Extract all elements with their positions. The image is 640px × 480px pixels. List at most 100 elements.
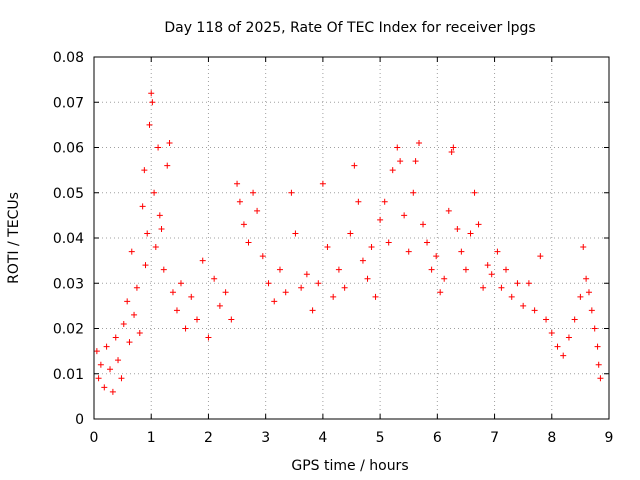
data-point	[298, 284, 305, 291]
y-tick-label: 0.05	[53, 186, 84, 202]
data-point	[445, 207, 452, 214]
x-tick-label: 2	[204, 430, 213, 446]
data-point	[462, 266, 469, 273]
y-tick-label: 0	[75, 412, 84, 428]
data-point	[394, 144, 401, 151]
x-tick-label: 1	[147, 430, 156, 446]
x-axis-label: GPS time / hours	[291, 458, 408, 474]
data-point	[571, 316, 578, 323]
y-tick-label: 0.03	[53, 276, 84, 292]
data-point	[484, 262, 491, 269]
data-point	[250, 189, 257, 196]
grid	[94, 57, 609, 419]
data-point	[144, 230, 151, 237]
data-point	[520, 302, 527, 309]
data-point	[410, 189, 417, 196]
data-point	[93, 348, 100, 355]
data-point	[194, 316, 200, 323]
data-point	[475, 221, 482, 228]
data-point	[405, 248, 412, 255]
data-point	[591, 325, 598, 332]
data-point	[115, 357, 122, 364]
data-point	[112, 334, 119, 341]
x-tick-label: 3	[261, 430, 270, 446]
data-point	[372, 293, 379, 300]
data-point	[330, 293, 337, 300]
data-point	[389, 167, 396, 174]
data-point	[368, 244, 375, 251]
data-point	[560, 352, 567, 359]
data-point	[228, 316, 235, 323]
data-point	[319, 180, 326, 187]
data-point	[131, 311, 138, 318]
data-point	[420, 221, 427, 228]
data-point	[139, 203, 146, 210]
data-point	[103, 343, 110, 350]
data-point	[158, 225, 165, 232]
data-point	[222, 289, 229, 296]
data-point	[254, 207, 261, 214]
y-tick-label: 0.08	[53, 50, 84, 66]
data-point	[355, 198, 362, 205]
data-point	[152, 244, 159, 251]
data-point	[335, 266, 342, 273]
data-point	[588, 307, 595, 314]
x-tick-label: 7	[490, 430, 499, 446]
data-point	[467, 230, 474, 237]
x-tick-label: 4	[318, 430, 327, 446]
data-point	[525, 280, 532, 287]
data-point	[364, 275, 371, 282]
data-point	[149, 99, 156, 106]
data-point	[595, 361, 602, 368]
data-point	[303, 271, 310, 278]
data-point	[155, 144, 162, 151]
data-point	[160, 266, 167, 273]
data-point	[216, 302, 223, 309]
data-point	[428, 266, 435, 273]
data-point	[488, 271, 495, 278]
data-point	[136, 330, 143, 337]
data-point	[101, 384, 108, 391]
data-point	[424, 239, 431, 246]
data-point	[548, 330, 555, 337]
data-point	[95, 375, 102, 382]
data-point	[199, 257, 206, 264]
data-point	[433, 253, 440, 260]
data-point	[205, 334, 212, 341]
data-point	[514, 280, 521, 287]
data-point	[169, 289, 176, 296]
data-point	[397, 158, 404, 165]
data-point	[448, 149, 455, 156]
data-point	[531, 307, 538, 314]
data-point	[583, 275, 590, 282]
data-point	[128, 248, 135, 255]
y-tick-label: 0.06	[53, 141, 84, 157]
data-point	[211, 275, 218, 282]
x-tick-label: 6	[433, 430, 442, 446]
data-point	[133, 284, 140, 291]
y-axis-label: ROTI / TECUs	[6, 192, 22, 284]
data-point	[385, 239, 392, 246]
data-point	[177, 280, 184, 287]
axis-ticks: 0 1 2 3 4 5 6 7 8 9 0 0.01 0.02 0.03 0.04 0.05 0.06 0.07 0…	[53, 50, 614, 446]
data-point	[156, 212, 163, 219]
data-point	[259, 253, 266, 260]
data-point	[471, 189, 478, 196]
data-point	[554, 343, 561, 350]
data-point	[377, 216, 384, 223]
data-point	[182, 325, 189, 332]
data-point	[324, 244, 331, 251]
data-point	[503, 266, 509, 273]
data-point	[543, 316, 550, 323]
data-point	[146, 121, 153, 128]
y-tick-label: 0.01	[53, 367, 84, 383]
data-point	[580, 244, 587, 251]
data-point	[537, 253, 544, 260]
data-point	[441, 275, 448, 282]
data-point	[480, 284, 487, 291]
data-point	[437, 289, 444, 296]
data-point	[236, 198, 243, 205]
data-point	[577, 293, 584, 300]
data-point	[245, 239, 252, 246]
data-point	[450, 144, 457, 151]
